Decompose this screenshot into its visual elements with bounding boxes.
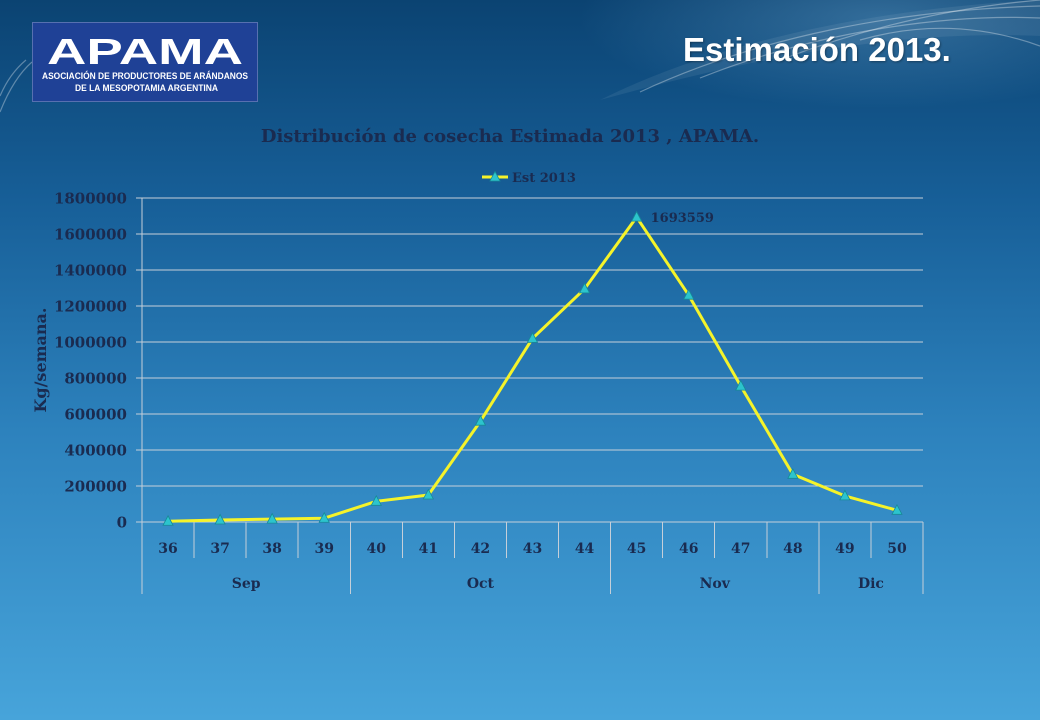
x-tick-label: 50 [887,541,907,557]
x-tick-label: 42 [471,541,490,557]
y-tick-label: 1000000 [54,334,127,352]
logo-subtitle-line2: DE LA MESOPOTAMIA ARGENTINA [75,83,219,93]
data-point-marker [578,282,591,294]
month-label: Dic [858,576,884,592]
data-labels: 1693559 [651,211,714,226]
data-point-marker [214,513,226,525]
data-point-marker [370,494,382,506]
x-tick-label: 49 [835,541,854,557]
x-tick-label: 38 [262,541,281,557]
swoosh-line [699,16,1040,79]
x-tick-label: 36 [158,541,177,557]
y-tick-label: 1800000 [54,190,127,208]
apama-logo: APAMA ASOCIACIÓN DE PRODUCTORES DE ARÁND… [32,22,258,102]
axes [136,197,924,594]
x-tick-label: 37 [210,541,229,557]
legend-marker [489,170,501,182]
data-point-marker [891,503,903,515]
swoosh-line [779,0,1040,61]
y-tick-label: 0 [117,514,127,532]
series-line [166,215,899,523]
month-label: Oct [467,576,495,592]
data-point-marker [839,489,851,501]
x-tick-label: 41 [419,541,438,557]
legend: Est 2013 [482,170,576,186]
x-tick-label: 46 [679,541,698,557]
swoosh-line [0,59,27,97]
month-label: Nov [700,576,731,592]
logo-wordmark: APAMA [47,31,243,72]
data-point-marker [630,210,643,222]
y-tick-label: 200000 [64,478,127,496]
swoosh-band [600,0,1040,100]
y-tick-label: 1400000 [54,262,127,280]
y-tick-label: 600000 [64,406,127,424]
data-point-marker [526,332,539,343]
data-point-marker [474,414,487,426]
x-tick-label: 47 [731,541,750,557]
y-tick-label: 800000 [64,370,127,388]
data-label: 1693559 [651,211,714,226]
logo-graphic: APAMA ASOCIACIÓN DE PRODUCTORES DE ARÁND… [42,31,248,93]
legend-label: Est 2013 [512,171,576,186]
x-tick-label: 45 [627,541,646,557]
x-axis-month-labels: Sep Oct Nov Dic [232,576,884,592]
x-tick-label: 39 [314,541,333,557]
data-point-marker [266,512,278,524]
x-axis-tick-labels: 36 37 38 39 40 41 42 43 44 45 46 47 48 49 50 [158,541,907,557]
gridlines [142,197,923,487]
data-point-marker [422,488,435,500]
series-est-2013 [162,210,903,526]
swoosh-line [639,5,1040,93]
x-tick-label: 43 [523,541,542,557]
x-tick-label: 40 [367,541,387,557]
data-point-marker [735,379,747,391]
y-tick-label: 1200000 [54,298,127,316]
data-point-marker [318,511,330,523]
slide-title: Estimación 2013. [683,31,951,68]
y-axis-label: Kg/semana. [31,308,50,413]
swoosh-line [859,27,1040,47]
y-tick-label: 1600000 [54,226,127,244]
data-point-marker [683,288,695,300]
x-tick-label: 44 [575,541,595,557]
y-axis-tick-labels: 0 200000 400000 600000 800000 1000000 1200000 1… [54,190,127,532]
month-label: Sep [232,576,261,592]
swoosh-line [0,61,33,113]
chart-title: Distribución de cosecha Estimada 2013 , … [261,126,759,147]
y-tick-label: 400000 [64,442,127,460]
data-point-marker [787,467,799,479]
data-point-marker [162,514,174,526]
logo-subtitle-line1: ASOCIACIÓN DE PRODUCTORES DE ARÁNDANOS [42,70,248,81]
x-tick-label: 48 [783,541,802,557]
